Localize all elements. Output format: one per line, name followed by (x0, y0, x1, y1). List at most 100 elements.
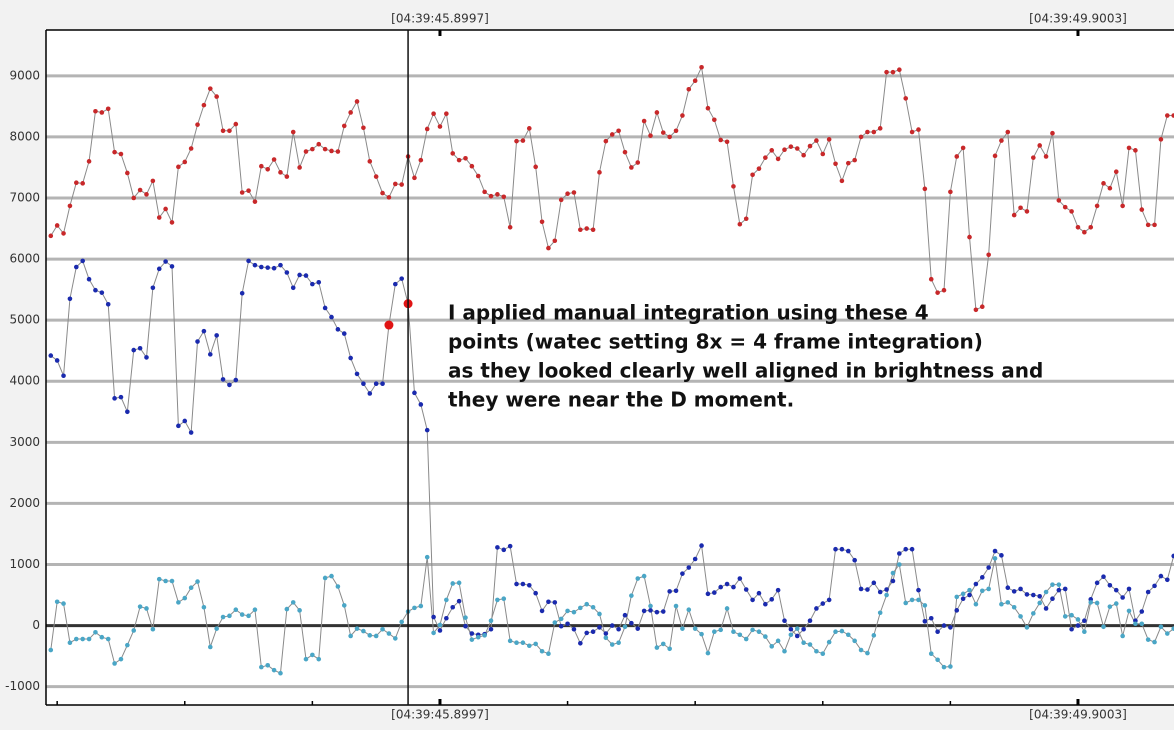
data-point (1075, 623, 1081, 628)
data-point (858, 586, 864, 592)
data-point (348, 633, 353, 639)
data-point (1088, 225, 1094, 230)
data-point (54, 358, 60, 363)
data-point (207, 644, 213, 650)
data-point (373, 633, 379, 639)
data-point (648, 603, 653, 609)
data-point (807, 642, 813, 647)
data-point (348, 355, 353, 361)
data-point (450, 581, 456, 586)
data-point (935, 290, 940, 295)
data-point (1126, 145, 1132, 151)
data-point (858, 134, 864, 140)
data-point (705, 650, 711, 656)
data-point (667, 134, 672, 140)
data-point (737, 632, 743, 638)
data-point (884, 69, 889, 75)
data-point (373, 174, 379, 179)
data-point (667, 646, 672, 652)
data-point (61, 373, 66, 379)
data-point (750, 172, 755, 178)
data-point (871, 633, 877, 638)
data-point (437, 622, 443, 628)
y-tick-label: 6000 (9, 252, 40, 266)
data-point (724, 581, 730, 587)
data-point (992, 153, 998, 159)
data-point (399, 276, 404, 281)
data-point (93, 630, 98, 635)
data-point (699, 64, 704, 70)
data-point (782, 648, 787, 654)
data-point (948, 189, 953, 195)
data-point (348, 110, 353, 115)
data-point (201, 604, 207, 610)
data-point (112, 149, 117, 155)
data-point (354, 626, 360, 631)
data-point (775, 587, 781, 593)
data-point (756, 166, 762, 171)
x-tick-label-bottom: [04:39:45.8997] (391, 708, 489, 722)
data-point (546, 245, 551, 251)
data-point (680, 571, 685, 576)
data-point (558, 616, 564, 622)
data-point (207, 352, 213, 357)
data-point (552, 600, 558, 605)
data-point (99, 634, 105, 640)
data-point (246, 258, 251, 264)
data-point (1056, 198, 1062, 203)
data-point (788, 144, 794, 149)
data-point (393, 181, 398, 187)
data-point (654, 609, 660, 615)
data-point (386, 195, 392, 200)
data-point (424, 554, 430, 560)
data-point (329, 148, 334, 154)
data-point (1043, 589, 1049, 595)
data-point (1037, 600, 1042, 606)
data-point (954, 154, 960, 159)
data-point (367, 159, 373, 164)
data-point (539, 648, 545, 654)
data-point (1145, 637, 1151, 642)
data-point (737, 576, 743, 581)
data-point (769, 644, 775, 649)
data-point (278, 262, 283, 268)
data-point (227, 128, 232, 134)
data-point (201, 328, 207, 334)
data-point (246, 188, 251, 193)
data-point (1145, 589, 1151, 595)
data-point (1024, 625, 1030, 630)
data-point (877, 589, 883, 595)
data-point (622, 149, 628, 155)
data-point (1133, 148, 1138, 153)
data-point (93, 287, 98, 293)
data-point (335, 584, 341, 589)
data-point (552, 620, 558, 625)
data-point (1011, 589, 1017, 594)
data-point (150, 626, 156, 632)
data-point (756, 590, 762, 596)
data-point (431, 111, 436, 116)
data-point (1018, 205, 1023, 211)
data-point (61, 231, 66, 236)
data-point (750, 597, 755, 603)
data-point (571, 626, 577, 632)
data-point (1037, 593, 1042, 599)
data-point (1101, 574, 1106, 580)
data-point (845, 548, 851, 554)
data-point (973, 601, 979, 607)
data-point (265, 166, 271, 172)
data-point (310, 281, 315, 287)
data-point (852, 557, 857, 563)
data-point (641, 608, 647, 614)
data-point (150, 285, 156, 291)
data-point (1126, 608, 1132, 614)
data-point (852, 157, 857, 163)
data-point (48, 647, 54, 653)
data-point (322, 575, 328, 581)
data-point (712, 117, 717, 123)
data-point (284, 174, 290, 179)
data-point (1107, 185, 1113, 191)
data-point (450, 604, 456, 610)
data-point (820, 601, 826, 606)
data-point (424, 427, 430, 433)
